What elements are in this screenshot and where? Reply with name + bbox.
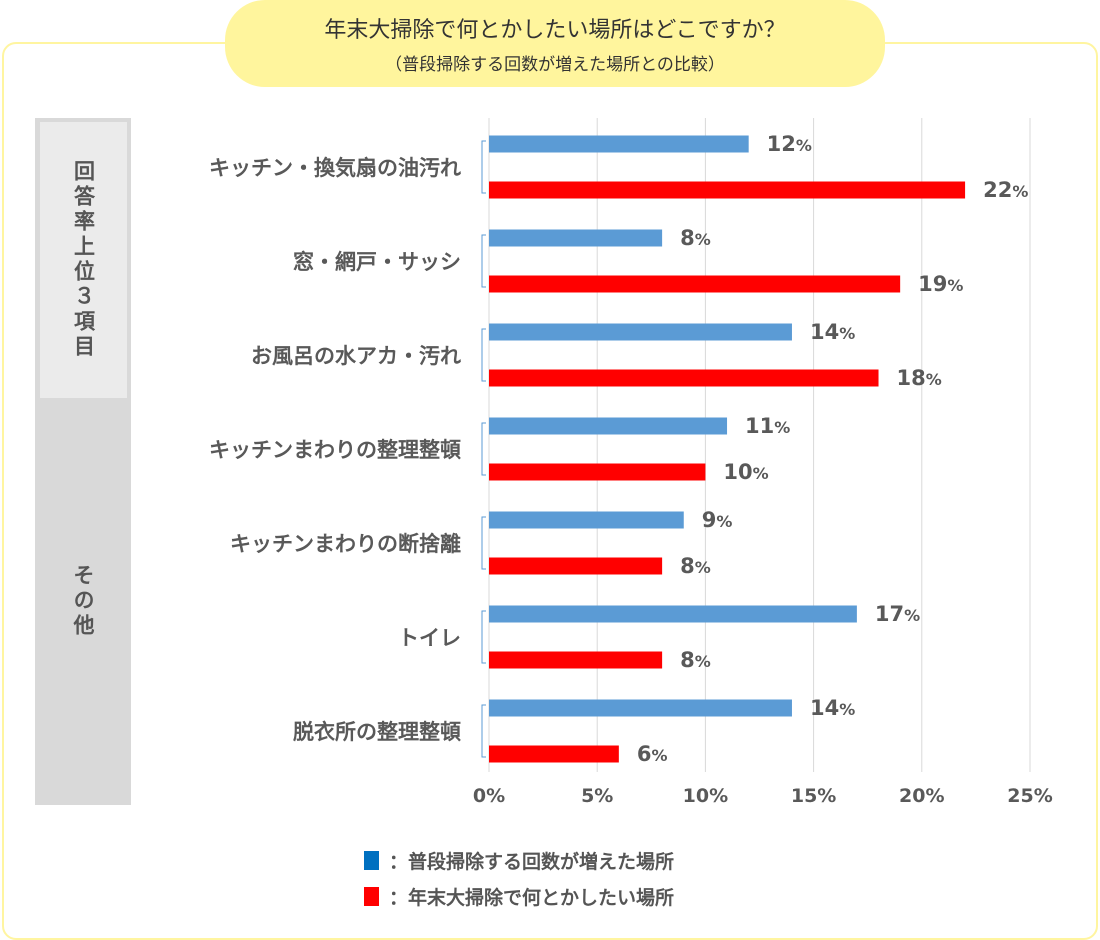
x-tick-label: 20% bbox=[899, 785, 944, 807]
bar-red bbox=[489, 651, 663, 669]
data-label: 6% bbox=[637, 742, 668, 766]
data-label: 14% bbox=[810, 320, 855, 344]
legend-swatch-blue bbox=[364, 850, 379, 870]
x-tick-label: 5% bbox=[581, 785, 613, 807]
chart-subtitle: （普段掃除する回数が増えた場所との比較） bbox=[385, 55, 725, 75]
data-label: 10% bbox=[723, 460, 768, 484]
legend-item-red: ：年末大掃除で何とかしたい場所 bbox=[364, 878, 674, 914]
data-label: 19% bbox=[918, 272, 963, 296]
bar-red bbox=[489, 745, 619, 763]
group-sidebar: 回答率上位３項目 その他 bbox=[35, 118, 131, 805]
bar-blue bbox=[489, 135, 749, 153]
bar-red bbox=[489, 275, 901, 293]
bar-red bbox=[489, 557, 663, 575]
x-tick-label: 0% bbox=[473, 785, 505, 807]
data-label: 8% bbox=[680, 648, 711, 672]
data-label: 8% bbox=[680, 226, 711, 250]
group-other-label: その他 bbox=[71, 564, 95, 639]
category-bracket bbox=[481, 516, 486, 570]
data-label: 22% bbox=[983, 178, 1028, 202]
title-bubble: 年末大掃除で何とかしたい場所はどこですか？ （普段掃除する回数が増えた場所との比… bbox=[225, 0, 885, 87]
data-label: 12% bbox=[767, 132, 812, 156]
category-label: キッチンまわりの断捨離 bbox=[230, 532, 461, 556]
legend-swatch-red bbox=[364, 886, 379, 906]
x-tick-label: 10% bbox=[683, 785, 728, 807]
category-label: キッチンまわりの整理整頓 bbox=[209, 438, 461, 462]
bar-blue bbox=[489, 605, 857, 623]
bar-red bbox=[489, 463, 706, 481]
bar-blue bbox=[489, 417, 728, 435]
data-label: 17% bbox=[875, 602, 920, 626]
bar-blue bbox=[489, 323, 792, 341]
category-bracket bbox=[481, 328, 486, 382]
bar-red bbox=[489, 181, 966, 199]
data-label: 18% bbox=[897, 366, 942, 390]
category-label: トイレ bbox=[398, 626, 461, 650]
bar-blue bbox=[489, 699, 792, 717]
x-tick-label: 15% bbox=[791, 785, 836, 807]
data-label: 9% bbox=[702, 508, 733, 532]
bar-blue bbox=[489, 511, 684, 529]
category-label: 脱衣所の整理整頓 bbox=[293, 720, 461, 744]
x-tick-label: 25% bbox=[1007, 785, 1052, 807]
chart-title: 年末大掃除で何とかしたい場所はどこですか？ bbox=[324, 18, 786, 43]
category-label: 窓・網戸・サッシ bbox=[293, 250, 461, 274]
category-label: キッチン・換気扇の油汚れ bbox=[209, 156, 461, 180]
bar-red bbox=[489, 369, 879, 387]
category-bracket bbox=[481, 140, 486, 194]
category-bracket bbox=[481, 234, 486, 288]
legend-item-blue: ：普段掃除する回数が増えた場所 bbox=[364, 842, 674, 878]
data-label: 14% bbox=[810, 696, 855, 720]
data-label: 11% bbox=[745, 414, 790, 438]
category-bracket bbox=[481, 422, 486, 476]
data-label: 8% bbox=[680, 554, 711, 578]
legend: ：普段掃除する回数が増えた場所 ：年末大掃除で何とかしたい場所 bbox=[364, 842, 674, 914]
category-bracket bbox=[481, 704, 486, 758]
category-bracket bbox=[481, 610, 486, 664]
category-label: お風呂の水アカ・汚れ bbox=[251, 344, 461, 368]
group-top3-label: 回答率上位３項目 bbox=[71, 160, 96, 360]
legend-label: ：普段掃除する回数が増えた場所 bbox=[389, 850, 675, 873]
legend-label: ：年末大掃除で何とかしたい場所 bbox=[389, 886, 675, 909]
group-top3: 回答率上位３項目 bbox=[40, 122, 127, 398]
bar-blue bbox=[489, 229, 663, 247]
group-other: その他 bbox=[35, 398, 131, 805]
